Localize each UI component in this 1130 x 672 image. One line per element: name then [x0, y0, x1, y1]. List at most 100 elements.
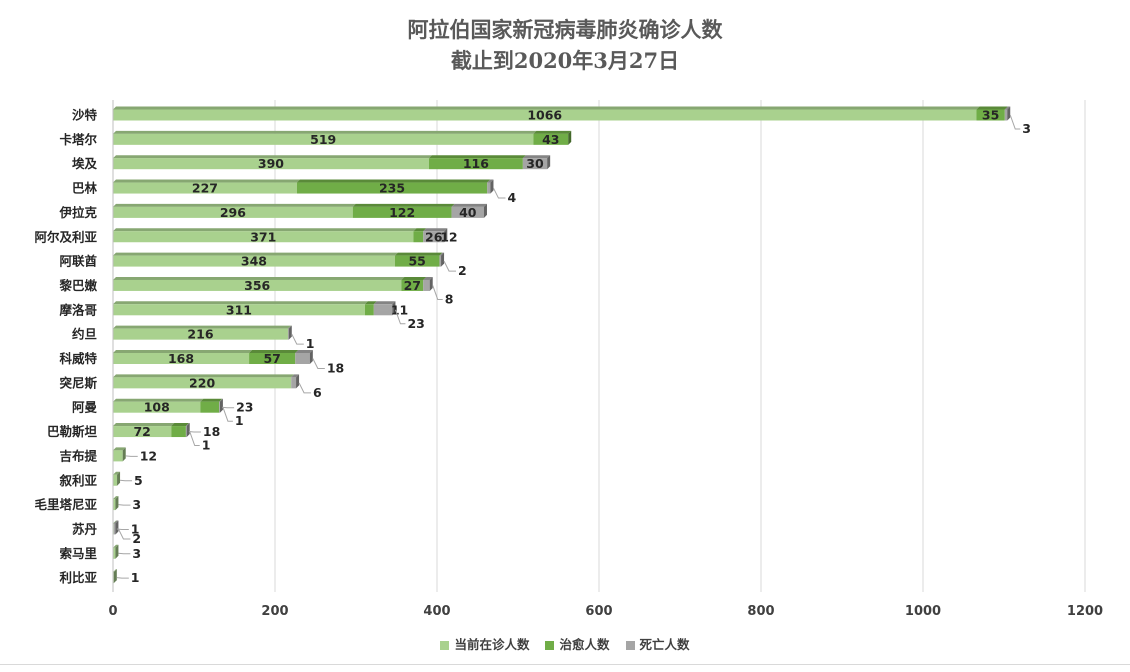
data-label: 3 — [132, 497, 141, 512]
bar-segment — [113, 109, 977, 121]
data-label-leader — [189, 431, 200, 447]
data-label-leader — [118, 552, 131, 555]
bar-segment-top — [113, 350, 253, 353]
bar-segment-side — [219, 398, 223, 413]
data-label: 3 — [132, 546, 141, 561]
bar-segment — [113, 279, 402, 291]
data-label-leader — [443, 260, 457, 272]
data-label: 296 — [220, 205, 246, 220]
bar-segment — [113, 474, 118, 486]
data-label: 1 — [131, 570, 140, 585]
bar-segment-top — [295, 350, 313, 353]
data-label: 5 — [134, 473, 143, 488]
bar-segment-top — [287, 325, 292, 329]
bar-segment-top — [113, 106, 980, 110]
bar-segment — [287, 328, 289, 340]
legend-item: 当前在诊人数 — [440, 634, 529, 653]
data-label: 4 — [507, 190, 516, 205]
x-tick-label: 200 — [261, 604, 288, 619]
data-label: 311 — [226, 302, 252, 317]
data-label: 168 — [168, 351, 194, 366]
category-label: 科威特 — [59, 351, 97, 366]
bar-segment-top — [113, 179, 300, 183]
bar-segment — [113, 158, 429, 170]
bar-segment-side — [117, 471, 121, 486]
data-label-leader — [118, 504, 131, 506]
data-label: 6 — [313, 385, 322, 400]
bar-segment-top — [113, 155, 432, 159]
bar-segment-top — [113, 374, 295, 378]
bar-segment — [185, 426, 187, 438]
category-label: 阿尔及利亚 — [34, 229, 97, 244]
bar-segment-top — [352, 203, 455, 207]
data-label-leader — [312, 358, 325, 369]
category-label: 叙利亚 — [59, 473, 97, 488]
bar-segment-side — [568, 130, 572, 145]
bar-segment-top — [185, 423, 190, 427]
data-label-leader — [298, 382, 312, 394]
data-label: 12 — [440, 229, 457, 244]
bar-segment-top — [113, 252, 398, 256]
category-label: 埃及 — [72, 156, 98, 171]
bar-segment — [296, 182, 488, 194]
bar-segment-top — [394, 252, 443, 256]
bar-segment-top — [1004, 106, 1011, 110]
bar-segment — [249, 353, 296, 364]
data-label: 40 — [459, 205, 477, 220]
data-label: 1 — [131, 521, 140, 536]
bar-segment-top — [113, 301, 368, 305]
bar-segment-top — [423, 276, 433, 280]
bar-segment — [113, 377, 292, 389]
bar-segment-side — [113, 569, 117, 584]
data-label: 220 — [189, 375, 215, 390]
bar-segment-side — [186, 423, 190, 438]
x-tick-label: 0 — [108, 604, 117, 619]
bar-segment-side — [309, 350, 313, 364]
bar-segment-top — [113, 398, 204, 402]
bar-segment — [352, 206, 452, 218]
data-label: 235 — [379, 181, 405, 196]
chart-title: 阿拉伯国家新冠病毒肺炎确诊人数 — [407, 17, 723, 42]
category-label: 毛里塔尼亚 — [34, 497, 97, 512]
bar-segment-side — [547, 155, 551, 170]
bar-segment-top — [219, 398, 223, 402]
bar-segment — [113, 426, 172, 438]
bar-segment — [364, 304, 374, 316]
bar-segment-top — [533, 130, 572, 134]
bar-segment-side — [429, 276, 433, 291]
bar-segment-side — [483, 203, 487, 218]
data-label: 18 — [203, 424, 220, 439]
bar-segment — [200, 401, 220, 413]
bar-segment — [976, 109, 1005, 121]
data-label: 27 — [404, 278, 421, 293]
data-label: 1 — [202, 438, 211, 453]
category-label: 索马里 — [59, 546, 97, 561]
bar-segment-top — [373, 301, 396, 305]
bar-segment — [113, 231, 414, 243]
data-label: 35 — [982, 108, 999, 123]
category-label: 伊拉克 — [58, 205, 97, 220]
bar-segment-top — [401, 276, 427, 280]
bar-segment-top — [113, 471, 121, 475]
data-label: 390 — [258, 156, 284, 171]
legend: 当前在诊人数 治愈人数 死亡人数 — [0, 634, 1130, 653]
bar-segment-side — [115, 520, 119, 535]
bar-segment-top — [439, 252, 445, 256]
bar-segment-side — [122, 447, 126, 462]
legend-label: 治愈人数 — [559, 637, 610, 652]
data-label: 108 — [144, 400, 170, 415]
bar-segment-side — [444, 228, 448, 243]
bar-segment — [113, 206, 353, 218]
bar-segment — [219, 401, 220, 413]
bar-segment-top — [249, 350, 299, 353]
legend-item: 治愈人数 — [545, 634, 610, 653]
bar-segment-top — [113, 520, 117, 524]
data-label-leader — [376, 309, 389, 311]
data-label: 116 — [463, 156, 489, 171]
data-label: 8 — [445, 291, 454, 306]
legend-label: 死亡人数 — [639, 637, 690, 652]
bar-segment-side — [115, 544, 119, 559]
bar-segment-top — [113, 276, 405, 280]
bar-segment-side — [115, 496, 119, 511]
bar-segment — [113, 304, 365, 316]
